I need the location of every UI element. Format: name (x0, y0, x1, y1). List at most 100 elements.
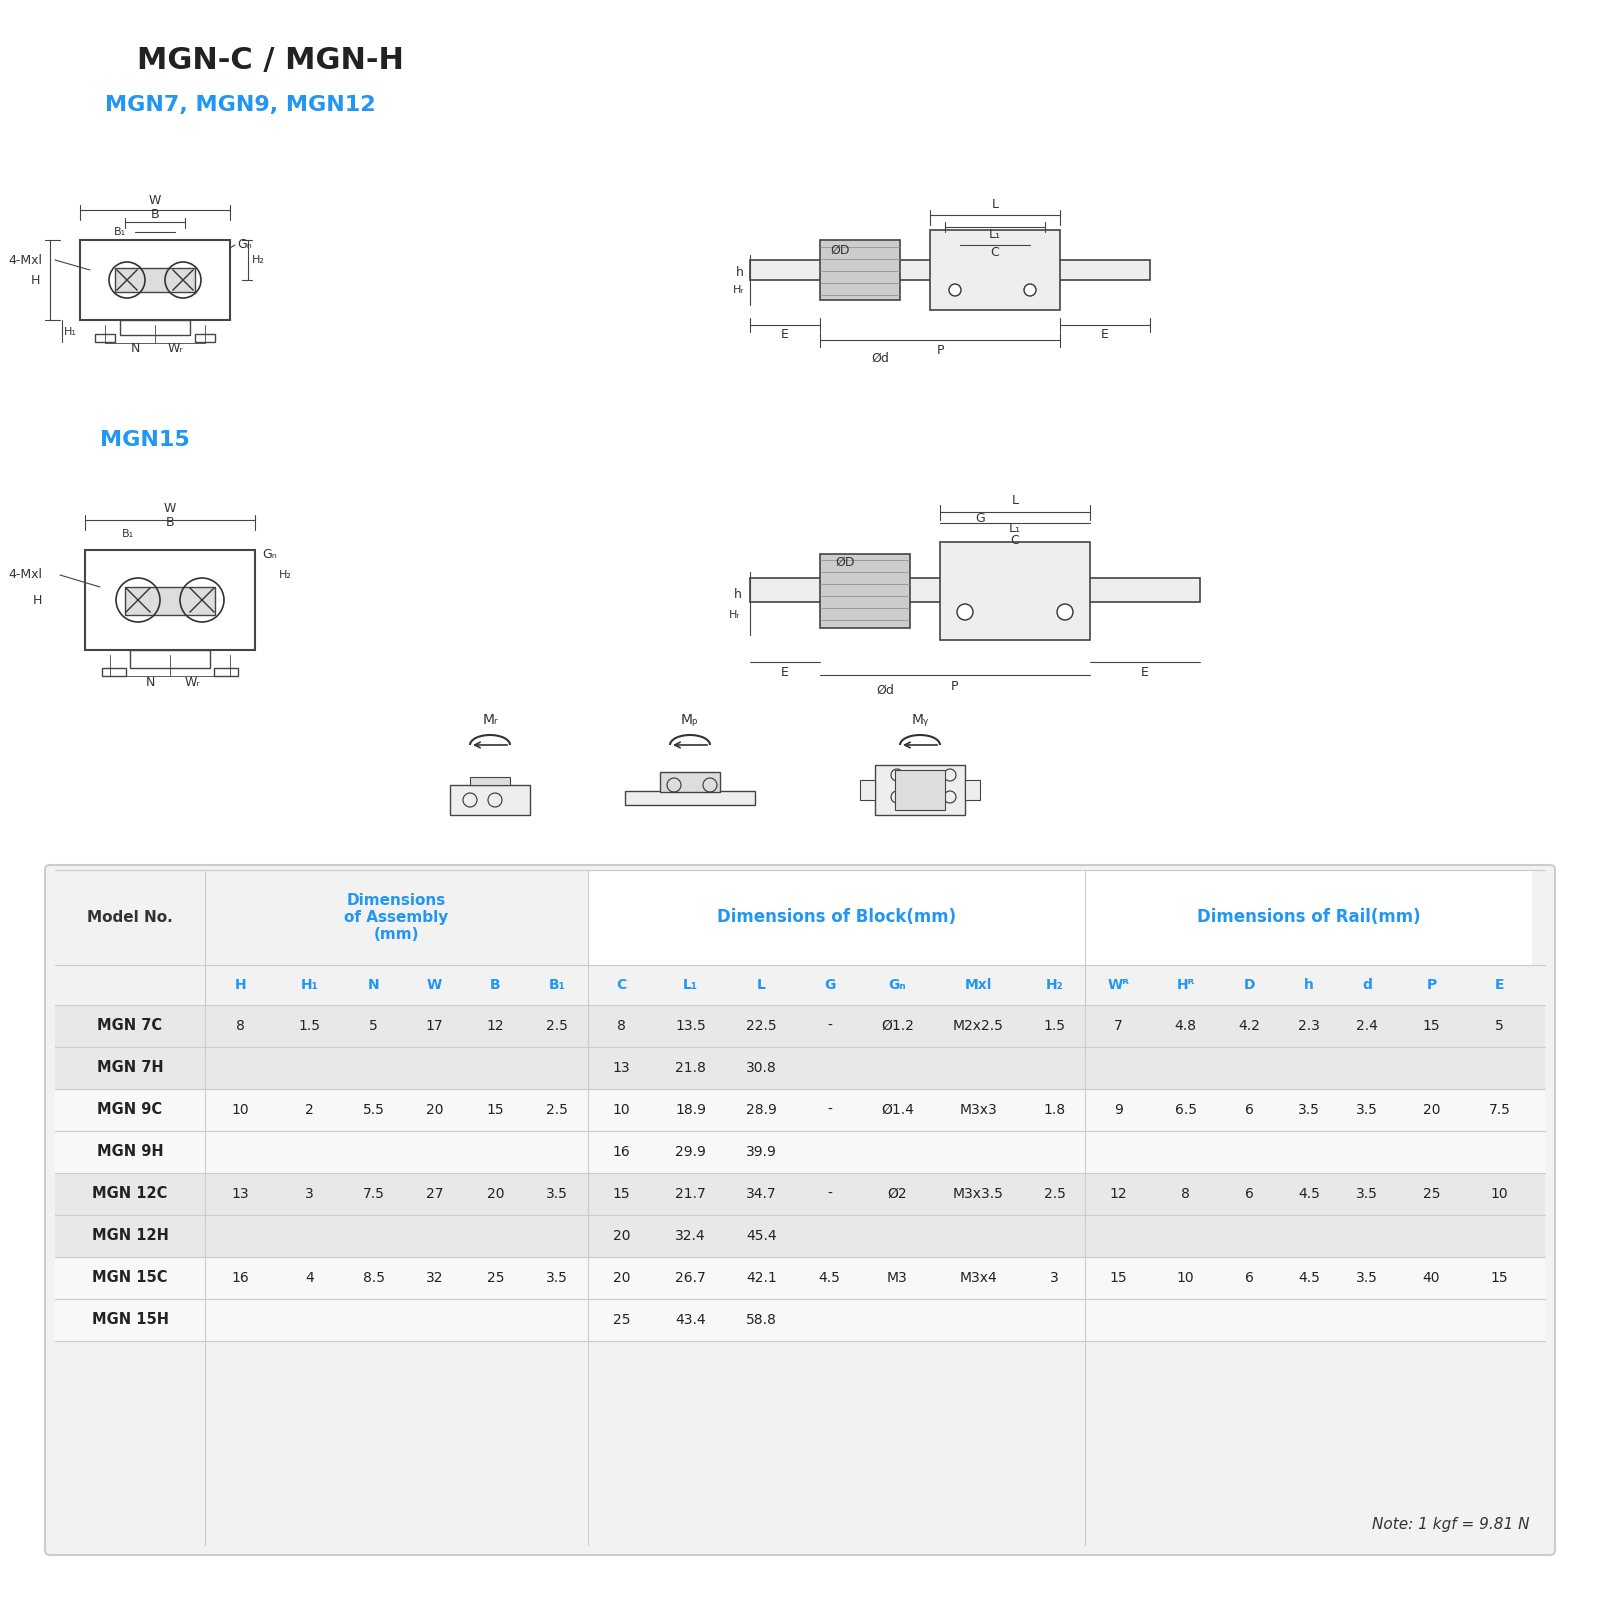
Bar (120, 320, 190, 334)
Text: M3x3: M3x3 (960, 1102, 997, 1117)
Text: P: P (1426, 978, 1437, 992)
Text: 7.5: 7.5 (363, 1187, 384, 1202)
Text: 2.4: 2.4 (1357, 1019, 1378, 1034)
Text: -: - (827, 1102, 832, 1117)
Text: 8: 8 (1181, 1187, 1190, 1202)
Text: Mᵧ: Mᵧ (912, 714, 928, 726)
Text: 32.4: 32.4 (675, 1229, 706, 1243)
Text: 4.2: 4.2 (1238, 1019, 1261, 1034)
Text: N: N (130, 341, 139, 355)
Text: 4-Mxl: 4-Mxl (8, 253, 42, 267)
Text: 21.8: 21.8 (675, 1061, 706, 1075)
Text: M3x3.5: M3x3.5 (954, 1187, 1003, 1202)
Text: 3: 3 (306, 1187, 314, 1202)
FancyBboxPatch shape (45, 866, 1555, 1555)
Text: Note: 1 kgf = 9.81 N: Note: 1 kgf = 9.81 N (1373, 1517, 1530, 1533)
Bar (54, 1046, 1546, 1090)
Text: Mᵣ: Mᵣ (482, 714, 498, 726)
Text: 5: 5 (1494, 1019, 1504, 1034)
Text: MGN 9C: MGN 9C (98, 1102, 163, 1117)
Text: Wᵣ: Wᵣ (166, 341, 182, 355)
Text: 13: 13 (232, 1187, 250, 1202)
Text: Ø1.4: Ø1.4 (882, 1102, 914, 1117)
Text: 15: 15 (1422, 1019, 1440, 1034)
Bar (750, 259, 1150, 280)
Text: ØD: ØD (835, 555, 854, 568)
Text: E: E (781, 328, 789, 341)
Text: MGN 9H: MGN 9H (96, 1144, 163, 1160)
Bar (965, 781, 979, 800)
Text: H₂: H₂ (251, 254, 264, 266)
Text: N: N (368, 978, 379, 992)
Text: Ø1.2: Ø1.2 (882, 1019, 914, 1034)
Text: Gₙ: Gₙ (238, 238, 253, 251)
Text: D: D (1243, 978, 1256, 992)
Text: C: C (1011, 533, 1019, 547)
Text: 3.5: 3.5 (1298, 1102, 1320, 1117)
Bar (819, 240, 899, 301)
Text: MGN 12C: MGN 12C (93, 1187, 168, 1202)
Text: 3.5: 3.5 (1357, 1102, 1378, 1117)
Bar (130, 650, 210, 669)
Text: 5: 5 (370, 1019, 378, 1034)
Text: 6: 6 (1245, 1270, 1254, 1285)
Text: 43.4: 43.4 (675, 1314, 706, 1326)
Text: h: h (1304, 978, 1314, 992)
Text: 3.5: 3.5 (546, 1270, 568, 1285)
Text: 58.8: 58.8 (746, 1314, 778, 1326)
Bar (54, 1214, 1546, 1258)
Text: L: L (757, 978, 766, 992)
Text: 8: 8 (237, 1019, 245, 1034)
Text: B₁: B₁ (114, 227, 126, 237)
Text: 20: 20 (426, 1102, 443, 1117)
Text: B: B (150, 208, 160, 221)
Bar (102, 669, 126, 675)
Text: B₁: B₁ (122, 530, 134, 539)
Text: Hᵣ: Hᵣ (733, 285, 744, 294)
Text: 2.3: 2.3 (1298, 1019, 1320, 1034)
Text: 4.8: 4.8 (1174, 1019, 1197, 1034)
Circle shape (1058, 603, 1074, 619)
Text: M2x2.5: M2x2.5 (954, 1019, 1003, 1034)
Bar (750, 578, 1200, 602)
Bar (80, 240, 230, 320)
Text: 10: 10 (1491, 1187, 1509, 1202)
Text: MGN15: MGN15 (99, 430, 190, 450)
Text: 45.4: 45.4 (746, 1229, 778, 1243)
Text: H₂: H₂ (278, 570, 291, 579)
Text: h: h (736, 266, 744, 278)
Text: 15: 15 (1491, 1270, 1509, 1285)
Text: 12: 12 (486, 1019, 504, 1034)
Bar (589, 870, 1085, 965)
Text: 10: 10 (613, 1102, 630, 1117)
Text: -: - (827, 1019, 832, 1034)
Bar (205, 870, 589, 965)
Text: Ød: Ød (877, 683, 894, 696)
Text: 3.5: 3.5 (546, 1187, 568, 1202)
Text: 2.5: 2.5 (1043, 1187, 1066, 1202)
Bar (626, 790, 755, 805)
Text: 9: 9 (1114, 1102, 1123, 1117)
Text: h: h (734, 589, 742, 602)
Text: MGN 7H: MGN 7H (96, 1061, 163, 1075)
Text: 4-Mxl: 4-Mxl (8, 568, 42, 581)
Text: 20: 20 (613, 1229, 630, 1243)
Bar (54, 1090, 1546, 1131)
Bar (94, 334, 115, 342)
Text: H: H (30, 274, 40, 286)
Text: 8: 8 (618, 1019, 626, 1034)
Text: W: W (163, 501, 176, 515)
Text: H₂: H₂ (1046, 978, 1064, 992)
Text: 7: 7 (1114, 1019, 1123, 1034)
Text: 20: 20 (486, 1187, 504, 1202)
Text: 39.9: 39.9 (746, 1146, 778, 1158)
Text: M3: M3 (886, 1270, 907, 1285)
Text: 2.5: 2.5 (546, 1102, 568, 1117)
Text: 20: 20 (1422, 1102, 1440, 1117)
Circle shape (957, 603, 973, 619)
Text: 1.5: 1.5 (1043, 1019, 1066, 1034)
Text: E: E (1494, 978, 1504, 992)
Text: 21.7: 21.7 (675, 1187, 706, 1202)
Text: E: E (1141, 667, 1149, 680)
Text: L₁: L₁ (1010, 522, 1021, 534)
